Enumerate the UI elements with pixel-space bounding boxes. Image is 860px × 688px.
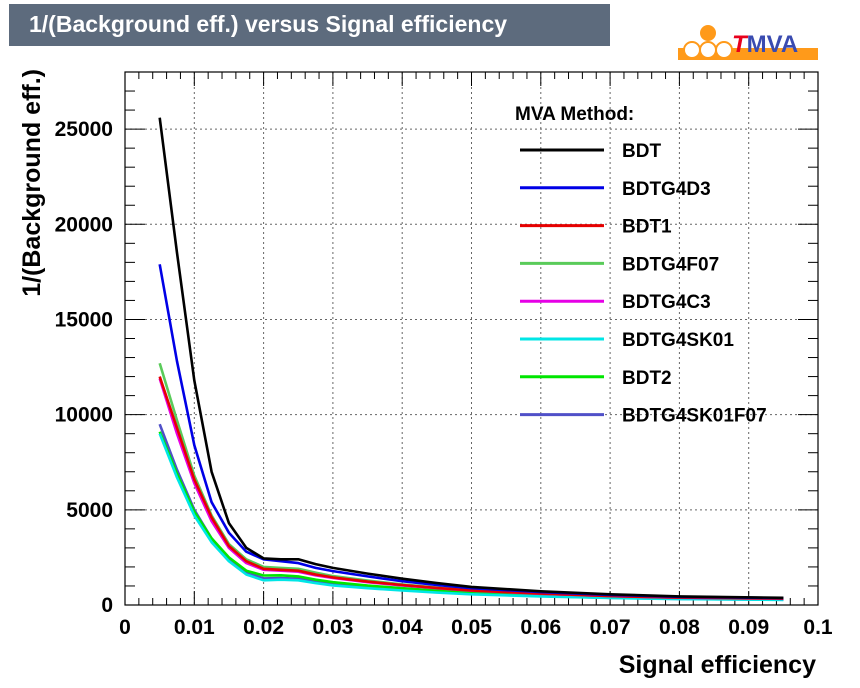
x-tick-label: 0.06 <box>520 616 561 639</box>
x-tick-label: 0.09 <box>728 616 769 639</box>
legend: MVA Method: BDT BDTG4D3 BDT1 BDTG4F07 BDTG4C… <box>515 104 767 427</box>
logo-text-mva: MVA <box>747 31 799 58</box>
series-line-bdt1 <box>158 376 784 600</box>
y-tick-label: 20000 <box>55 213 113 236</box>
logo-ball-top <box>700 25 716 41</box>
x-tick-label: 0.07 <box>590 616 631 639</box>
axes: 0 0.01 0.02 0.03 0.04 0.05 0.06 0.07 0.08 0.09 0.1… <box>55 72 833 639</box>
y-tick-label: 25000 <box>55 118 113 141</box>
logo-text-t: T <box>732 31 749 58</box>
legend-label-bdt1: BDT1 <box>622 217 672 238</box>
tmva-logo: TMVA <box>678 25 818 60</box>
x-tick-label: 0.04 <box>382 616 423 639</box>
series-lines <box>158 117 784 602</box>
chart-title: 1/(Background eff.) versus Signal effici… <box>29 11 508 37</box>
y-tick-label: 0 <box>101 594 113 617</box>
title-box: 1/(Background eff.) versus Signal effici… <box>9 4 610 46</box>
series-line-bdt <box>158 117 784 600</box>
x-tick-label: 0.05 <box>451 616 492 639</box>
x-tick-label: 0.01 <box>174 616 215 639</box>
legend-label-bdt: BDT <box>622 141 661 162</box>
svg-text:TMVA: TMVA <box>732 31 798 58</box>
x-tick-label: 0.08 <box>659 616 700 639</box>
legend-label-bdtg4sk01: BDTG4SK01 <box>622 330 734 351</box>
x-tick-label: 0.1 <box>803 616 833 639</box>
y-tick-label: 10000 <box>55 404 113 427</box>
x-axis-title: Signal efficiency <box>619 651 816 679</box>
x-tick-label: 0.02 <box>243 616 284 639</box>
legend-label-bdtg4d3: BDTG4D3 <box>622 179 711 200</box>
logo-ball-right <box>715 41 733 59</box>
y-tick-label: 5000 <box>66 499 113 522</box>
legend-label-bdt2: BDT2 <box>622 368 672 389</box>
legend-label-bdtg4c3: BDTG4C3 <box>622 292 711 313</box>
legend-label-bdtg4f07: BDTG4F07 <box>622 254 719 275</box>
x-tick-label: 0 <box>119 616 131 639</box>
legend-title: MVA Method: <box>515 104 634 125</box>
y-tick-label: 15000 <box>55 308 113 331</box>
x-tick-label: 0.03 <box>312 616 353 639</box>
series-line-bdtg4sk01 <box>158 433 784 602</box>
y-axis-title: 1/(Background eff.) <box>18 69 46 297</box>
legend-label-bdtg4sk01f07: BDTG4SK01F07 <box>622 406 767 427</box>
